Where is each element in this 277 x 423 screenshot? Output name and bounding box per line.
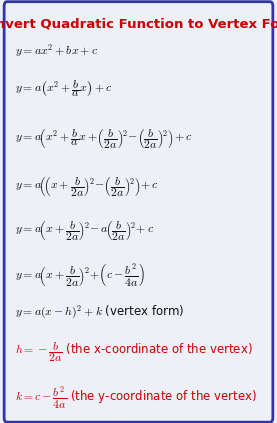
Text: $y = a(x - h)^2 + k$ (vertex form): $y = a(x - h)^2 + k$ (vertex form)	[15, 304, 184, 321]
FancyBboxPatch shape	[4, 2, 273, 422]
Text: $y = ax^2 + bx + c$: $y = ax^2 + bx + c$	[15, 42, 98, 59]
Text: $y = a\!\left(x^2 + \dfrac{b}{a}x + \!\left(\dfrac{b}{2a}\right)^{\!2}\!-\!\left: $y = a\!\left(x^2 + \dfrac{b}{a}x + \!\l…	[15, 127, 193, 151]
Text: Convert Quadratic Function to Vertex Form: Convert Quadratic Function to Vertex For…	[0, 18, 277, 31]
Text: $y = a\!\left(x + \dfrac{b}{2a}\right)^{\!2}\!+\!\left(c - \dfrac{b^2}{4a}\right: $y = a\!\left(x + \dfrac{b}{2a}\right)^{…	[15, 261, 145, 288]
Text: $y = a\!\left(x + \dfrac{b}{2a}\right)^{\!2}\!- a\!\left(\dfrac{b}{2a}\right)^{\: $y = a\!\left(x + \dfrac{b}{2a}\right)^{…	[15, 220, 155, 243]
Text: $y = a\left(x^2 + \dfrac{b}{a}x\right) + c$: $y = a\left(x^2 + \dfrac{b}{a}x\right) +…	[15, 79, 113, 99]
Text: $h = -\dfrac{b}{2a}$ (the x-coordinate of the vertex): $h = -\dfrac{b}{2a}$ (the x-coordinate o…	[15, 340, 253, 364]
Text: $k = c - \dfrac{b^2}{4a}$ (the y-coordinate of the vertex): $k = c - \dfrac{b^2}{4a}$ (the y-coordin…	[15, 385, 257, 411]
Text: $y = a\!\left(\!\left(x + \dfrac{b}{2a}\right)^{\!2}\!-\!\left(\dfrac{b}{2a}\rig: $y = a\!\left(\!\left(x + \dfrac{b}{2a}\…	[15, 175, 159, 199]
